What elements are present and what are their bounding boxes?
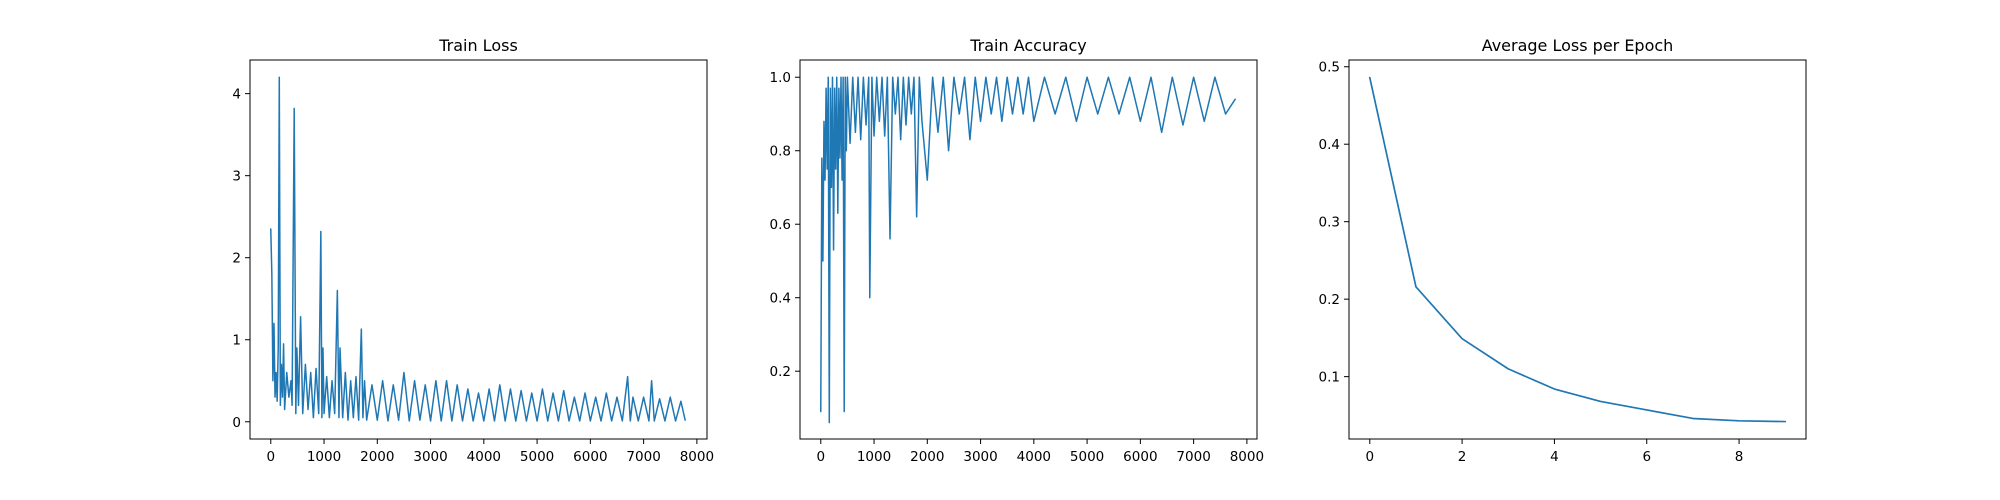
series-line [820, 76, 1236, 424]
x-tick-label: 5000 [520, 449, 554, 465]
series-line [1368, 76, 1787, 423]
x-tick-label: 8000 [680, 449, 714, 465]
y-tick-label: 0.2 [1319, 292, 1340, 308]
x-tick-label: 2000 [910, 449, 944, 465]
x-tick-label: 4 [1550, 449, 1559, 465]
x-tick-label: 1000 [857, 449, 891, 465]
x-tick-label: 6000 [1123, 449, 1157, 465]
chart-title: Train Accuracy [969, 36, 1087, 55]
y-tick-label: 0.3 [1319, 215, 1340, 231]
axes-frame [799, 59, 1258, 440]
x-tick-label: 0 [1365, 449, 1374, 465]
x-tick-label: 3000 [413, 449, 447, 465]
y-tick-label: 0 [232, 415, 241, 431]
y-tick-label: 2 [232, 251, 241, 267]
axes-frame [1348, 59, 1807, 440]
y-tick-label: 0.4 [770, 291, 791, 307]
x-tick-label: 8000 [1230, 449, 1264, 465]
chart-panel-3: Average Loss per Epoch 0 2 4 6 8 0.1 0.2 0.3 0.4 0… [1319, 36, 1807, 465]
chart-title: Train Loss [438, 36, 518, 55]
y-tick-label: 0.1 [1319, 370, 1340, 386]
chart-title: Average Loss per Epoch [1482, 36, 1674, 55]
x-tick-label: 1000 [307, 449, 341, 465]
y-tick-label: 0.4 [1319, 137, 1340, 153]
x-tick-label: 0 [266, 449, 275, 465]
axes-frame [249, 59, 708, 440]
x-tick-label: 5000 [1070, 449, 1104, 465]
y-tick-label: 0.2 [770, 364, 791, 380]
x-tick-label: 6000 [573, 449, 607, 465]
chart-panel-1: Train Loss 0 1000 2000 3000 4000 5000 6000 7000 8… [232, 36, 714, 465]
x-tick-label: 0 [816, 449, 825, 465]
x-tick-label: 8 [1735, 449, 1744, 465]
y-tick-label: 0.8 [770, 144, 791, 160]
chart-panel-2: Train Accuracy 0 1000 2000 3000 4000 5000 6000 7… [770, 36, 1265, 465]
series-line [270, 76, 686, 422]
x-tick-label: 4000 [467, 449, 501, 465]
x-tick-label: 7000 [626, 449, 660, 465]
x-tick-label: 2000 [360, 449, 394, 465]
x-tick-label: 2 [1458, 449, 1467, 465]
y-tick-label: 1 [232, 333, 241, 349]
y-tick-label: 4 [232, 87, 241, 103]
y-tick-label: 0.5 [1319, 60, 1340, 76]
y-tick-label: 3 [232, 169, 241, 185]
y-tick-label: 0.6 [770, 217, 791, 233]
x-tick-label: 3000 [963, 449, 997, 465]
x-tick-label: 6 [1642, 449, 1651, 465]
y-tick-label: 1.0 [770, 70, 791, 86]
x-tick-label: 4000 [1017, 449, 1051, 465]
x-tick-label: 7000 [1176, 449, 1210, 465]
